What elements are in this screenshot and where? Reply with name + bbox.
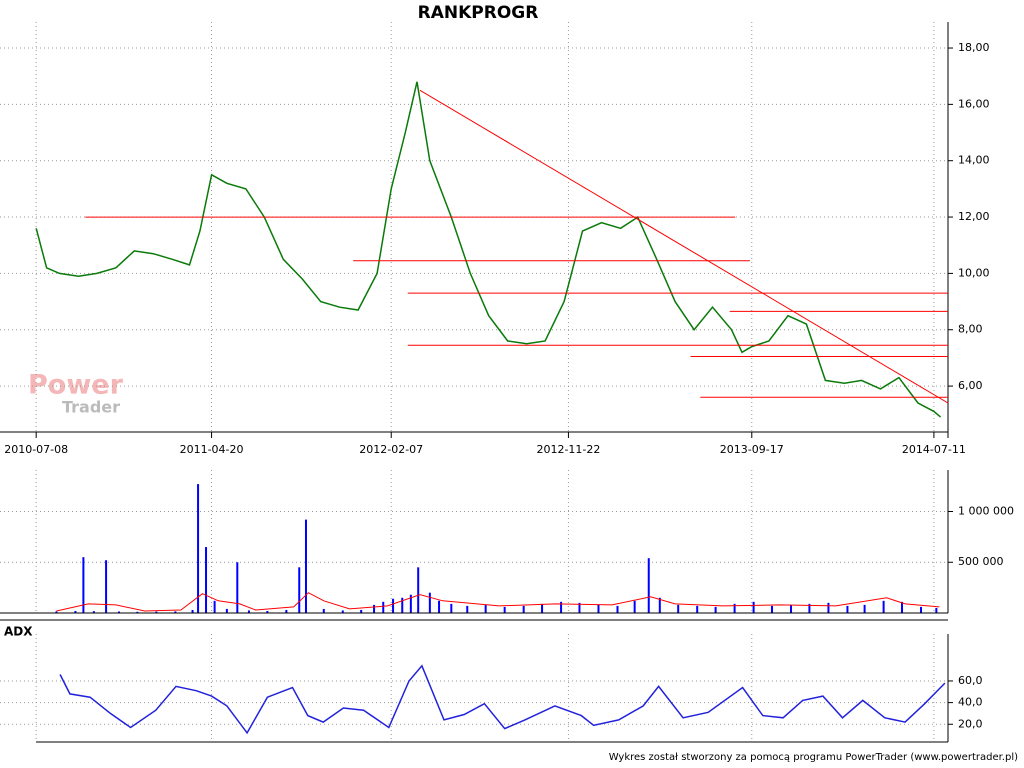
- volume-bar: [382, 601, 385, 613]
- panel-title: ADX: [4, 625, 33, 639]
- volume-bar: [401, 597, 404, 613]
- volume-bar: [428, 592, 431, 613]
- volume-bar: [197, 484, 200, 613]
- volume-bar: [771, 605, 774, 613]
- volume-bar: [846, 605, 849, 613]
- x-tick-label: 2012-02-07: [359, 443, 423, 456]
- y-tick-label: 1 000 000: [958, 504, 1014, 517]
- volume-bar: [616, 605, 619, 613]
- volume-bar: [213, 600, 216, 613]
- volume-bar: [298, 567, 301, 613]
- price-line: [35, 81, 942, 418]
- volume-bar: [503, 606, 506, 613]
- volume-bar: [808, 603, 811, 613]
- volume-bar: [882, 600, 885, 613]
- volume-average: [56, 592, 940, 612]
- y-tick-label: 12,00: [958, 210, 990, 223]
- y-tick-label: 500 000: [958, 555, 1004, 568]
- y-tick-label: 6,00: [958, 379, 983, 392]
- volume-bar: [417, 567, 420, 613]
- volume-bar: [373, 604, 376, 613]
- volume-bar: [55, 611, 58, 613]
- volume-bar: [236, 562, 239, 613]
- watermark: Trader: [62, 398, 120, 417]
- volume-bar: [733, 603, 736, 613]
- volume-bar: [677, 604, 680, 613]
- volume-bar: [658, 597, 661, 613]
- volume-bar: [935, 607, 938, 613]
- volume-bar: [341, 610, 344, 613]
- volume-bar: [285, 609, 288, 613]
- trend-line: [419, 89, 949, 404]
- volume-bar: [901, 601, 904, 613]
- y-tick-label: 40,0: [958, 696, 983, 709]
- volume-bar: [92, 611, 95, 613]
- volume-bar: [409, 594, 412, 613]
- volume-bar: [633, 600, 636, 613]
- volume-bar: [247, 610, 250, 613]
- volume-bar: [466, 605, 469, 613]
- volume-bar: [74, 610, 77, 613]
- y-tick-label: 10,00: [958, 266, 990, 279]
- volume-bar: [484, 604, 487, 613]
- y-tick-label: 16,00: [958, 97, 990, 110]
- footer: Wykres został stworzony za pomocą progra…: [609, 752, 1018, 763]
- volume-bar: [597, 604, 600, 613]
- x-tick-label: 2014-07-11: [902, 443, 966, 456]
- watermark: Power: [28, 370, 124, 401]
- volume-bar: [714, 606, 717, 613]
- volume-bar: [696, 605, 699, 613]
- volume-bar: [647, 558, 650, 613]
- volume-bar: [105, 560, 108, 613]
- y-tick-label: 20,0: [958, 717, 983, 730]
- volume-bar: [322, 608, 325, 613]
- volume-bar: [578, 602, 581, 613]
- chart-title: RANKPROGR: [418, 3, 539, 23]
- volume-bar: [438, 600, 441, 613]
- volume-bar: [82, 557, 85, 613]
- y-tick-label: 14,00: [958, 154, 990, 167]
- volume-bar: [174, 611, 177, 613]
- volume-bar: [790, 604, 793, 613]
- x-tick-label: 2011-04-20: [180, 443, 244, 456]
- x-tick-label: 2012-11-22: [536, 443, 600, 456]
- y-tick-label: 8,00: [958, 323, 983, 336]
- price-line: [59, 664, 946, 735]
- volume-bar: [117, 611, 120, 613]
- volume-bar: [752, 601, 755, 613]
- x-tick-label: 2010-07-08: [4, 443, 68, 456]
- volume-bar: [863, 604, 866, 613]
- volume-bar: [136, 611, 139, 613]
- volume-bar: [304, 519, 307, 613]
- volume-bar: [541, 603, 544, 613]
- volume-bar: [560, 601, 563, 613]
- volume-bar: [450, 603, 453, 613]
- volume-bar: [920, 606, 923, 613]
- x-tick-label: 2013-09-17: [720, 443, 784, 456]
- volume-bar: [827, 602, 830, 613]
- volume-bar: [191, 609, 194, 613]
- volume-bar: [266, 610, 269, 613]
- volume-bar: [225, 608, 228, 613]
- y-tick-label: 60,0: [958, 674, 983, 687]
- volume-bar: [360, 609, 363, 613]
- volume-bar: [205, 547, 208, 613]
- y-tick-label: 18,00: [958, 41, 990, 54]
- volume-bar: [392, 598, 395, 613]
- volume-bar: [155, 611, 158, 613]
- volume-bar: [522, 605, 525, 613]
